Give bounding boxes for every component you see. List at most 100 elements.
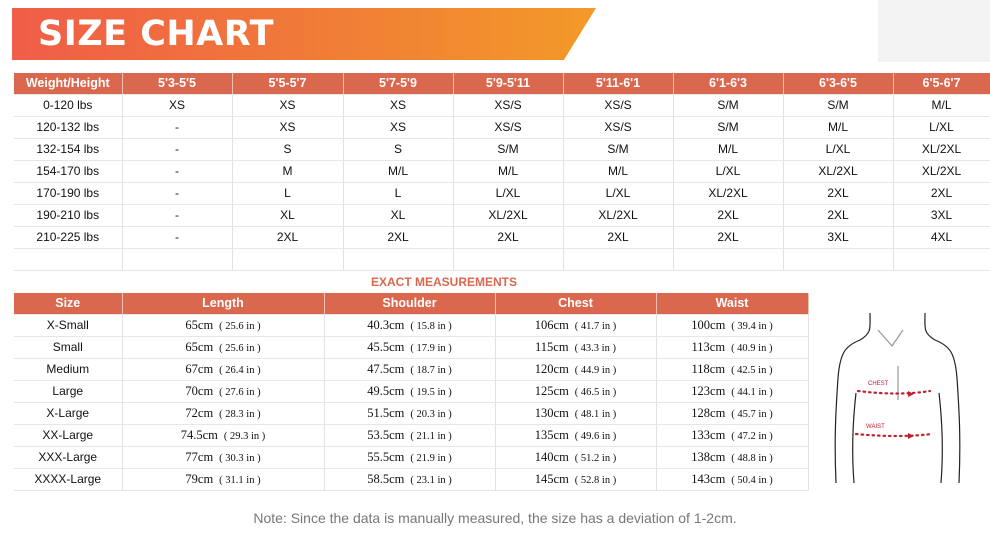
- measurement-cell: 45.5cm ( 17.9 in ): [324, 336, 496, 359]
- table-row: Large 70cm ( 27.6 in ) 49.5cm ( 19.5 in ) 125…: [14, 380, 809, 403]
- measurement-cell: 55.5cm ( 21.9 in ): [324, 446, 496, 469]
- inch-value: ( 31.1 in ): [219, 474, 261, 486]
- size-cell: XS: [343, 116, 454, 139]
- measurement-cell: 65cm ( 25.6 in ): [122, 336, 325, 359]
- size-name-cell: X-Large: [14, 402, 123, 425]
- empty-cell: [783, 248, 894, 271]
- cm-value: 79cm: [185, 471, 214, 486]
- inch-value: ( 19.5 in ): [410, 386, 452, 398]
- cm-value: 140cm: [534, 449, 569, 464]
- size-cell: XL/2XL: [893, 160, 990, 183]
- size-cell: -: [122, 226, 233, 249]
- size-cell: S/M: [673, 116, 784, 139]
- size-cell: 2XL: [673, 204, 784, 227]
- inch-value: ( 50.4 in ): [731, 474, 773, 486]
- measurement-cell: 47.5cm ( 18.7 in ): [324, 358, 496, 381]
- size-cell: 2XL: [673, 226, 784, 249]
- measurement-cell: 123cm ( 44.1 in ): [656, 380, 809, 403]
- size-cell: XS: [232, 116, 344, 139]
- measurement-cell: 53.5cm ( 21.1 in ): [324, 424, 496, 447]
- table-row: 210-225 lbs -2XL 2XL 2XL 2XL 2XL 3XL 4XL: [14, 226, 990, 249]
- weight-cell: 190-210 lbs: [14, 204, 123, 227]
- empty-cell: [453, 248, 564, 271]
- size-cell: L/XL: [673, 160, 784, 183]
- table-row: 170-190 lbs - L L L/XL L/XL XL/2XL 2XL 2XL: [14, 182, 990, 205]
- inch-value: ( 48.1 in ): [574, 408, 617, 420]
- inch-value: ( 21.9 in ): [410, 452, 452, 464]
- size-name-cell: Medium: [14, 358, 123, 381]
- measurement-cell: 100cm ( 39.4 in ): [656, 314, 809, 337]
- weight-cell: 170-190 lbs: [14, 182, 123, 205]
- measurement-cell: 79cm ( 31.1 in ): [122, 468, 325, 491]
- cm-value: 118cm: [691, 361, 726, 376]
- size-name-cell: Large: [14, 380, 123, 403]
- inch-value: ( 27.6 in ): [219, 386, 261, 398]
- body-measurement-figure: CHEST WAIST: [834, 312, 961, 484]
- inch-value: ( 29.3 in ): [223, 430, 266, 442]
- cm-value: 47.5cm: [367, 361, 405, 376]
- cm-value: 133cm: [691, 427, 726, 442]
- inch-value: ( 44.9 in ): [574, 364, 617, 376]
- inch-value: ( 39.4 in ): [731, 320, 773, 332]
- size-name-cell: Small: [14, 336, 123, 359]
- size-cell: M/L: [783, 116, 894, 139]
- size-cell: M/L: [453, 160, 564, 183]
- empty-cell: [122, 248, 233, 271]
- inch-value: ( 42.5 in ): [731, 364, 773, 376]
- size-cell: M/L: [673, 138, 784, 161]
- size-cell: XS: [343, 94, 454, 117]
- empty-cell: [232, 248, 344, 271]
- size-cell: L: [232, 182, 344, 205]
- inch-value: ( 52.8 in ): [574, 474, 617, 486]
- measurement-cell: 58.5cm ( 23.1 in ): [324, 468, 496, 491]
- size-cell: 3XL: [893, 204, 990, 227]
- size-cell: 2XL: [232, 226, 344, 249]
- size-cell: XS/S: [453, 94, 564, 117]
- measurement-cell: 115cm ( 43.3 in ): [495, 336, 657, 359]
- measurements-title: EXACT MEASUREMENTS: [371, 275, 518, 289]
- size-cell: -: [122, 138, 233, 161]
- column-header: 6'1-6'3: [673, 73, 784, 95]
- cm-value: 145cm: [534, 471, 569, 486]
- inch-value: ( 20.3 in ): [410, 408, 452, 420]
- size-table: Weight/Height 5'3-5'5 5'5-5'7 5'7-5'9 5'9-5'…: [14, 73, 990, 271]
- size-cell: M: [232, 160, 344, 183]
- cm-value: 65cm: [185, 317, 214, 332]
- size-cell: XL: [232, 204, 344, 227]
- measurement-cell: 125cm ( 46.5 in ): [495, 380, 657, 403]
- page-title: SIZE CHART: [38, 14, 275, 54]
- inch-value: ( 47.2 in ): [731, 430, 773, 442]
- column-header: 6'5-6'7: [893, 73, 990, 95]
- measurement-cell: 140cm ( 51.2 in ): [495, 446, 657, 469]
- size-cell: XS: [122, 94, 233, 117]
- table-row: Medium 67cm ( 26.4 in ) 47.5cm ( 18.7 in ) 12…: [14, 358, 809, 381]
- chest-line: [856, 389, 932, 395]
- size-cell: XS/S: [563, 94, 674, 117]
- cm-value: 130cm: [534, 405, 569, 420]
- measurement-cell: 77cm ( 30.3 in ): [122, 446, 325, 469]
- cm-value: 128cm: [691, 405, 726, 420]
- cm-value: 40.3cm: [367, 317, 405, 332]
- table-row: X-Large 72cm ( 28.3 in ) 51.5cm ( 20.3 in ) 1…: [14, 402, 809, 425]
- table-row: 154-170 lbs - M M/L M/L M/L L/XL XL/2XL XL/2XL: [14, 160, 990, 183]
- waist-line: [854, 432, 934, 438]
- size-cell: -: [122, 182, 233, 205]
- size-cell: L/XL: [563, 182, 674, 205]
- measurement-cell: 67cm ( 26.4 in ): [122, 358, 325, 381]
- weight-cell: 120-132 lbs: [14, 116, 123, 139]
- size-cell: 4XL: [893, 226, 990, 249]
- size-cell: 2XL: [893, 182, 990, 205]
- size-cell: 2XL: [783, 204, 894, 227]
- cm-value: 120cm: [534, 361, 569, 376]
- size-cell: S/M: [783, 94, 894, 117]
- cm-value: 135cm: [534, 427, 569, 442]
- measurement-cell: 120cm ( 44.9 in ): [495, 358, 657, 381]
- size-name-cell: X-Small: [14, 314, 123, 337]
- inch-value: ( 23.1 in ): [410, 474, 452, 486]
- empty-cell: [563, 248, 674, 271]
- size-cell: S/M: [453, 138, 564, 161]
- inch-value: ( 46.5 in ): [574, 386, 617, 398]
- cm-value: 138cm: [691, 449, 726, 464]
- empty-cell: [673, 248, 784, 271]
- size-cell: L: [343, 182, 454, 205]
